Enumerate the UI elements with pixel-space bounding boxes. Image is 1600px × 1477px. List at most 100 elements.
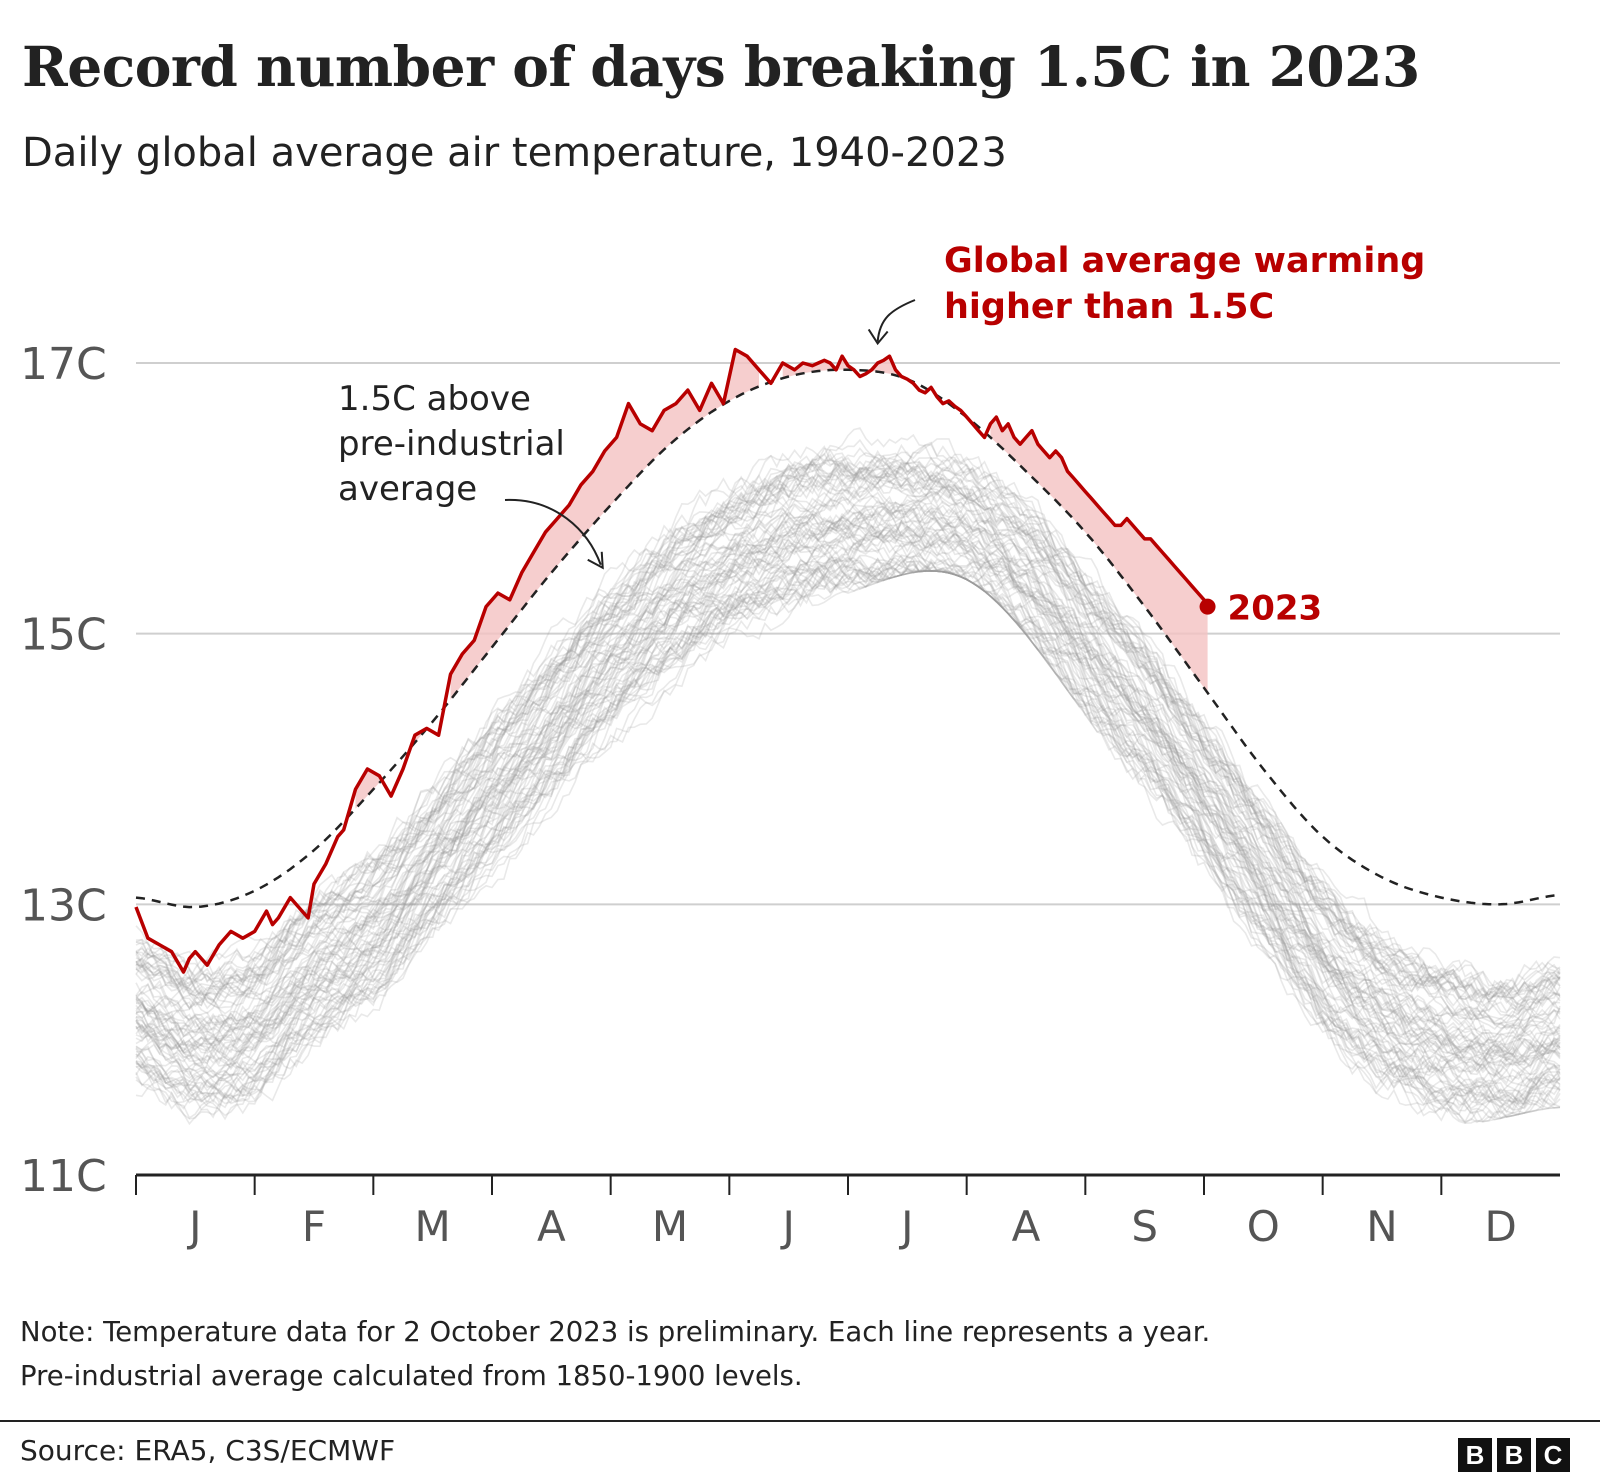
exceedance-arrowhead	[867, 328, 889, 346]
year-line-1987	[135, 519, 1561, 1067]
year-line-2015	[135, 463, 1561, 1018]
year-line-1979	[135, 520, 1561, 1065]
year-line-2016	[135, 447, 1561, 1006]
note-line-1: Note: Temperature data for 2 October 202…	[20, 1316, 1211, 1348]
year-line-1990	[135, 509, 1561, 1071]
month-label: A	[1012, 1202, 1041, 1251]
year-line-1943	[135, 559, 1561, 1116]
year-line-1974	[135, 536, 1561, 1093]
year-line-1991	[135, 503, 1561, 1057]
year-line-2022	[135, 438, 1561, 1001]
year-line-1954	[135, 526, 1561, 1078]
year-line-1978	[135, 535, 1561, 1103]
year-line-1956	[135, 558, 1561, 1124]
year-line-2017	[135, 441, 1561, 998]
year-line-1971	[135, 491, 1561, 1051]
chart-subtitle: Daily global average air temperature, 19…	[22, 130, 1007, 176]
exceedance-label-line-1: Global average warming	[944, 241, 1425, 281]
line-chart: 11C 13C 15C 17C 2023 J F M A M J J A S O N D 1.5C abov…	[20, 241, 1561, 1251]
year-line-1940	[135, 555, 1561, 1103]
y-tick-label: 13C	[20, 880, 107, 931]
year-line-1976	[135, 521, 1561, 1067]
year-line-2000	[135, 460, 1561, 1007]
year-line-1996	[135, 501, 1561, 1062]
month-label: J	[779, 1202, 794, 1251]
year-line-1959	[135, 533, 1561, 1093]
year-line-2009	[135, 470, 1561, 1031]
year-line-2008	[135, 455, 1561, 995]
historical-year-lines	[135, 427, 1561, 1126]
series-2023-line	[134, 347, 1210, 974]
year-line-1957	[135, 560, 1561, 1119]
year-line-1986	[135, 467, 1561, 1033]
year-line-1975	[135, 539, 1561, 1110]
year-line-1951	[135, 564, 1561, 1106]
year-line-1955	[135, 551, 1561, 1110]
year-line-1953	[135, 560, 1561, 1117]
year-line-1988	[135, 483, 1561, 1032]
year-line-1949	[135, 570, 1561, 1124]
year-line-1967	[135, 556, 1561, 1114]
exceedance-area	[355, 769, 380, 809]
year-line-2010	[135, 443, 1561, 1001]
month-label: J	[898, 1202, 913, 1251]
year-line-1944	[135, 555, 1561, 1106]
year-line-1969	[135, 513, 1561, 1056]
year-line-1962	[135, 550, 1561, 1110]
series-2023-end-marker	[1199, 598, 1216, 615]
month-label: M	[415, 1202, 451, 1251]
year-line-1942	[135, 560, 1561, 1119]
year-line-1993	[135, 528, 1561, 1081]
year-line-1989	[135, 516, 1561, 1077]
year-line-2011	[135, 453, 1561, 996]
threshold-label: 1.5C above pre-industrial average	[338, 379, 576, 509]
month-label: S	[1131, 1202, 1158, 1251]
logo-letter-2: B	[1497, 1438, 1531, 1472]
exceedance-area	[990, 417, 1208, 693]
month-label: O	[1247, 1202, 1280, 1251]
threshold-label-line-1: 1.5C above	[338, 379, 531, 419]
year-line-1995	[135, 455, 1561, 1010]
year-line-1973	[135, 510, 1561, 1067]
year-line-1985	[135, 502, 1561, 1068]
threshold-label-line-2: pre-industrial	[338, 424, 565, 464]
year-line-1963	[135, 533, 1561, 1079]
year-line-1948	[135, 570, 1561, 1126]
footer-divider	[0, 1420, 1600, 1422]
year-line-1952	[135, 565, 1561, 1115]
x-axis-ticks	[135, 1175, 1443, 1195]
year-line-2012	[135, 427, 1561, 992]
year-line-1998	[135, 461, 1561, 1030]
threshold-arrow	[504, 498, 602, 566]
year-line-1961	[135, 554, 1561, 1111]
y-tick-label: 17C	[20, 339, 107, 390]
threshold-dashed-line	[135, 368, 1561, 909]
year-line-1968	[135, 538, 1561, 1092]
chart-title: Record number of days breaking 1.5C in 2…	[22, 34, 1420, 99]
year-line-1946	[135, 562, 1561, 1112]
year-line-1945	[135, 569, 1561, 1115]
month-label: J	[186, 1202, 201, 1251]
year-line-2007	[135, 502, 1561, 1067]
year-line-1977	[135, 504, 1561, 1057]
y-tick-label: 15C	[20, 610, 107, 661]
year-line-1972	[135, 495, 1561, 1051]
month-label: A	[537, 1202, 566, 1251]
year-line-1966	[135, 508, 1561, 1064]
year-line-1994	[135, 486, 1561, 1040]
year-line-1970	[135, 525, 1561, 1085]
year-line-1983	[135, 475, 1561, 1052]
year-line-2006	[135, 459, 1561, 1014]
year-line-1982	[135, 503, 1561, 1060]
year-line-1984	[135, 508, 1561, 1070]
month-label: F	[302, 1202, 326, 1251]
threshold-label-line-3: average	[338, 469, 477, 509]
year-line-1964	[135, 557, 1561, 1105]
year-line-1997	[135, 445, 1561, 1003]
year-line-1960	[135, 519, 1561, 1066]
exceedance-label: Global average warming higher than 1.5C	[944, 241, 1438, 327]
logo-letter-3: C	[1536, 1438, 1570, 1472]
threshold-arrowhead	[587, 551, 604, 570]
exceedance-arrow	[876, 299, 916, 342]
